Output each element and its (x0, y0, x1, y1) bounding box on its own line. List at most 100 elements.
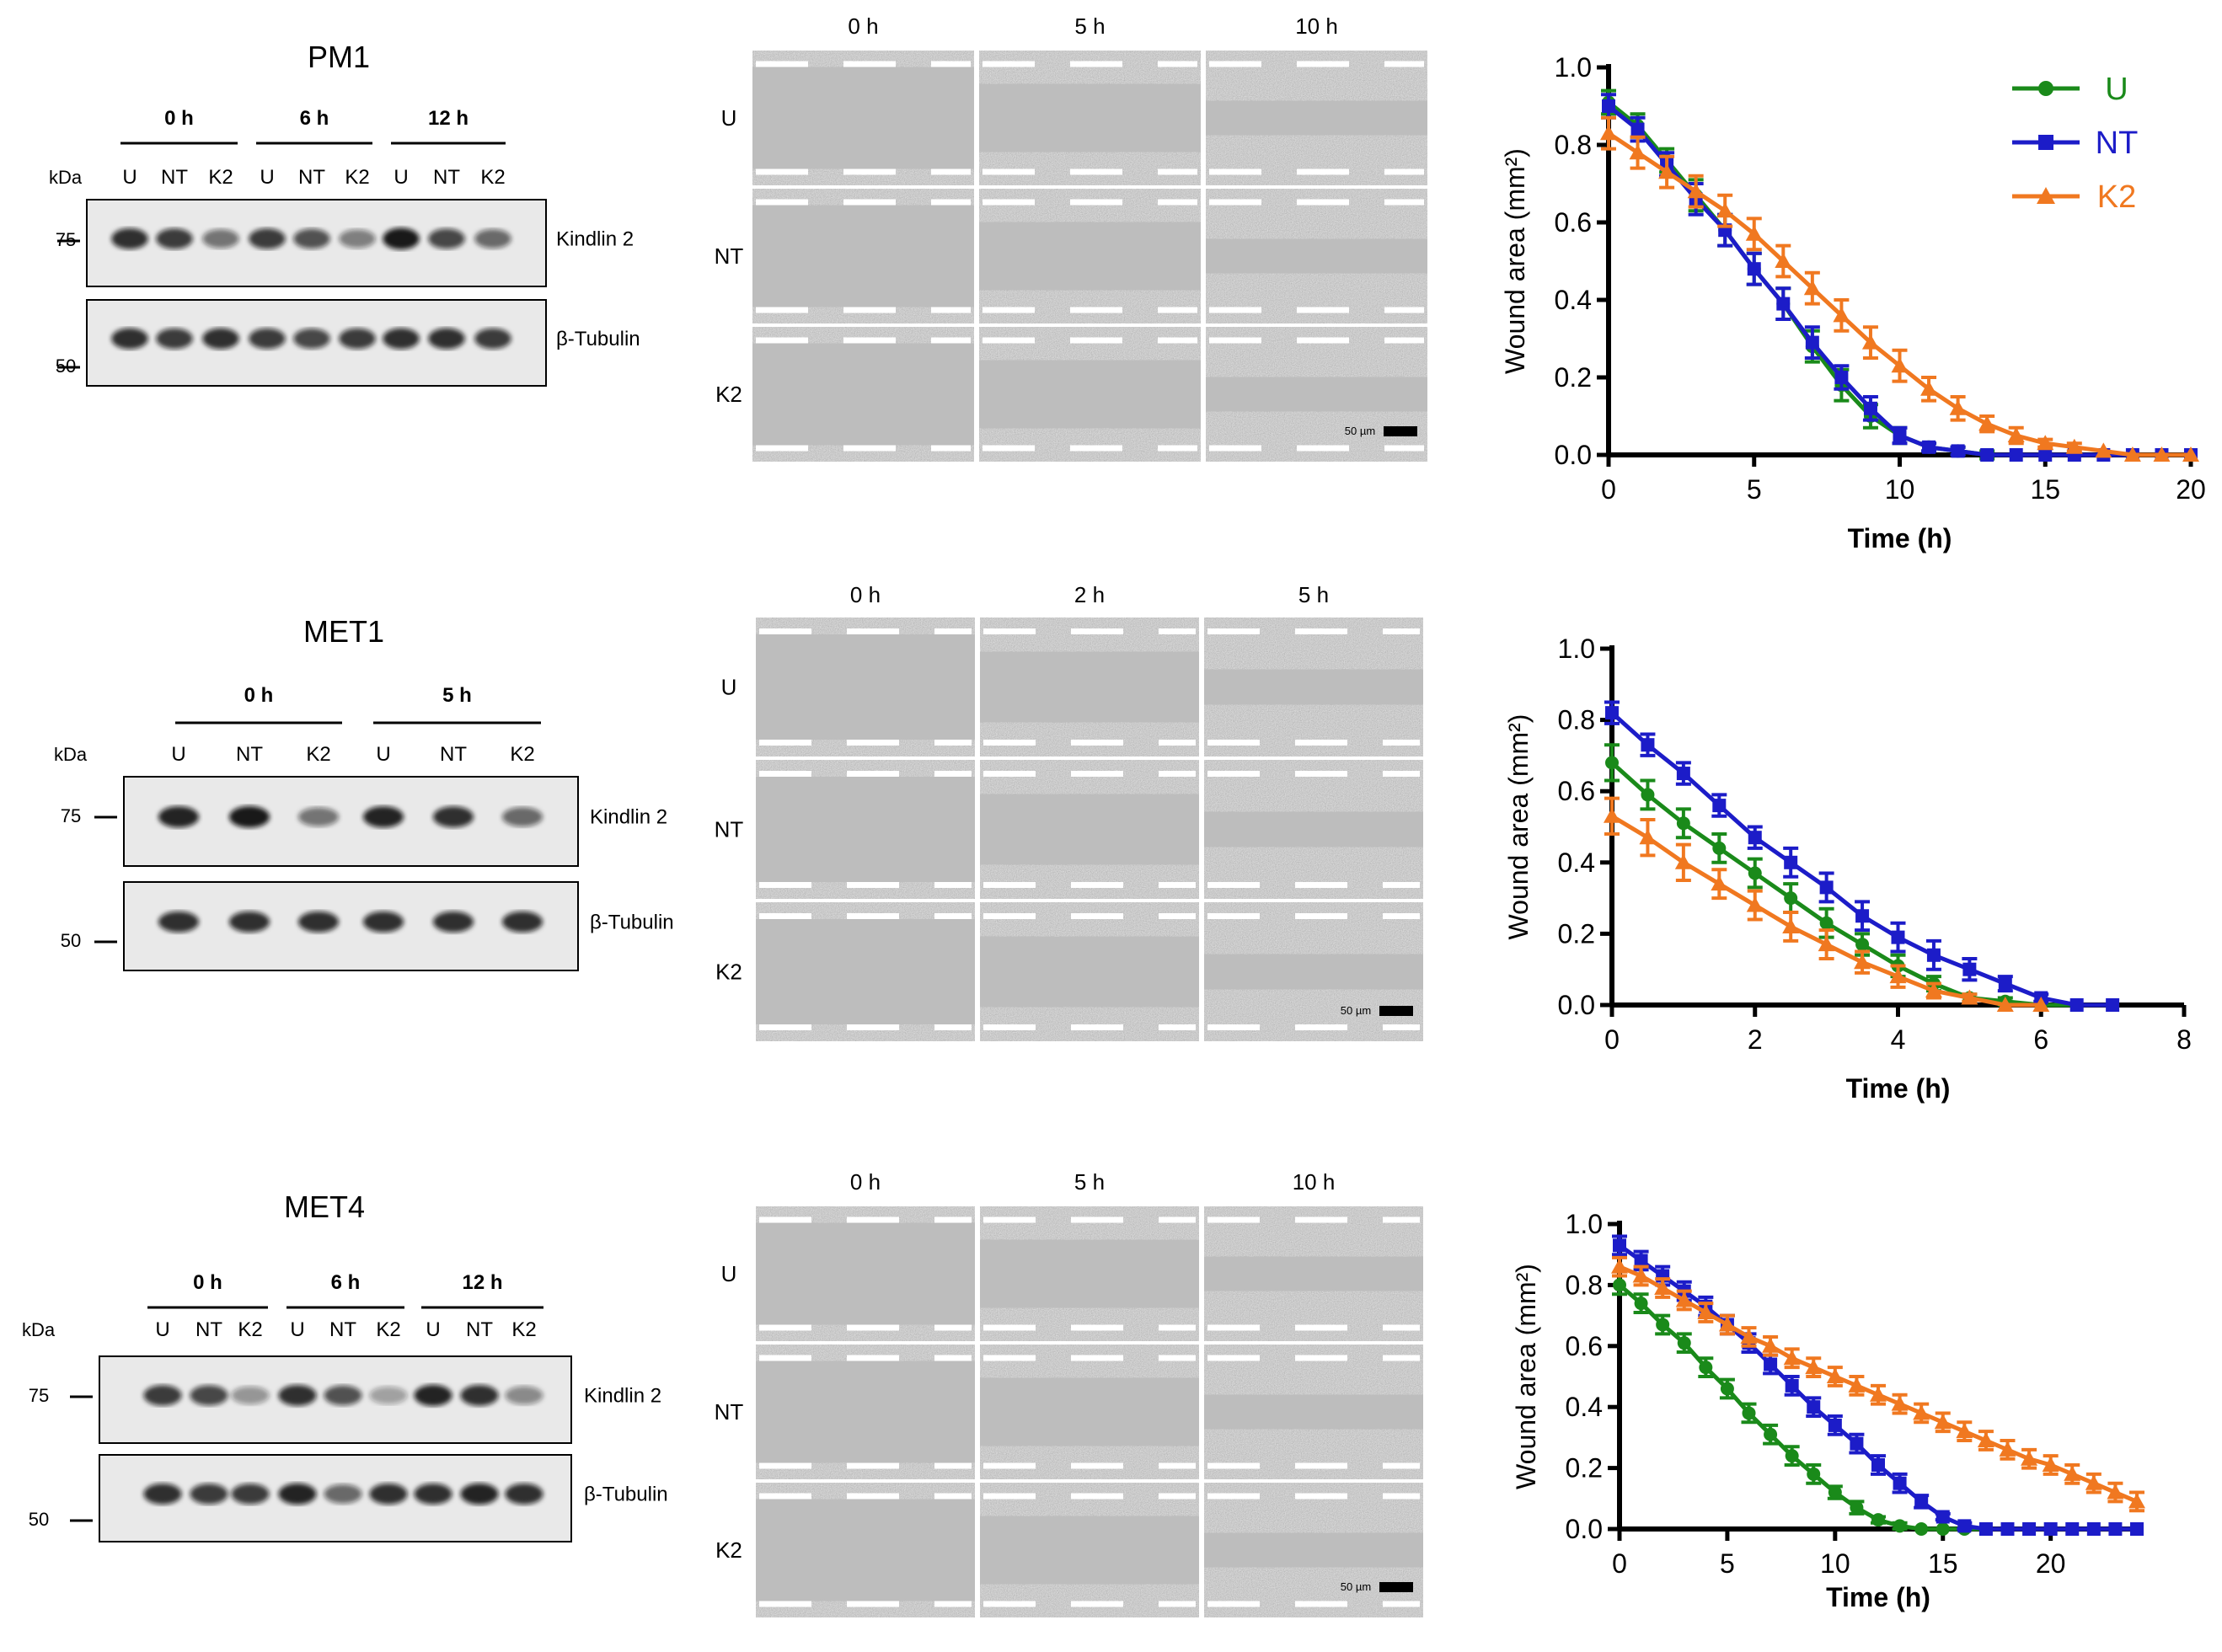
x-tick-label: 5 (1747, 474, 1762, 505)
data-point (1764, 1427, 1778, 1441)
x-tick-label: 2 (1748, 1024, 1763, 1055)
data-point (1629, 144, 1646, 160)
cell-monolayer-top (1204, 1483, 1423, 1533)
blot-band (278, 1384, 317, 1406)
micrograph-background (756, 1345, 975, 1479)
blot-membrane (123, 881, 579, 971)
blot-band (414, 1483, 452, 1505)
micrograph-background (756, 902, 975, 1041)
x-axis-title: Time (h) (1846, 1073, 1951, 1104)
data-point (1748, 866, 1762, 880)
lane-label: K2 (480, 166, 505, 189)
lane-label: U (426, 1318, 440, 1341)
mw-marker-75: 75 (61, 805, 81, 826)
lane-label: U (122, 166, 137, 189)
cell-monolayer-top (1204, 760, 1423, 812)
data-point (1826, 1368, 1844, 1383)
data-point (2065, 438, 2083, 454)
micrograph-image (752, 327, 974, 462)
data-point (1949, 399, 1967, 415)
blot-band (339, 328, 376, 350)
lane-label: K2 (306, 743, 330, 766)
data-point (1891, 357, 1909, 373)
micrograph-background (756, 617, 975, 756)
x-tick-label: 0 (1612, 1548, 1627, 1579)
kda-label: kDa (54, 744, 88, 765)
micrograph-background (752, 189, 974, 323)
micrograph-timepoint-label: 10 h (1293, 1169, 1336, 1195)
data-point (2069, 998, 2084, 1012)
blot-band (229, 911, 270, 933)
data-point (1630, 122, 1645, 136)
scratch-micrographs: 0 h 5 h 10 h U NT K2 50 µm (715, 13, 1427, 462)
micrograph-image: 50 µm (1206, 327, 1427, 462)
blot-band (190, 1484, 228, 1505)
series-nt (1604, 700, 2120, 1012)
cell-monolayer-bottom (1206, 273, 1427, 323)
micrograph-timepoint-label: 5 h (1074, 1169, 1105, 1195)
micrograph-row-label: U (721, 105, 737, 131)
blot-band (156, 328, 193, 350)
data-point (1674, 853, 1692, 869)
data-point (1855, 909, 1870, 923)
lane-label: NT (236, 743, 263, 766)
wound-area-chart: 0.0 0.2 0.4 0.6 0.8 1.0 0 2 4 6 8 Time (h) Wound are… (1503, 634, 2192, 1104)
series-u (1612, 1274, 2144, 1536)
data-point (1819, 880, 1834, 895)
data-point (1784, 855, 1798, 869)
cell-monolayer-bottom (1204, 847, 1423, 899)
blot-band (502, 807, 543, 827)
data-point (2153, 446, 2171, 462)
data-point (1871, 1457, 1885, 1472)
tubulin-blot: β-Tubulin (123, 881, 674, 971)
micrograph-image (756, 1345, 975, 1479)
x-tick-label: 8 (2176, 1024, 2192, 1055)
y-tick-label: 1.0 (1558, 634, 1595, 664)
lane-label: K2 (208, 166, 233, 189)
data-point (1891, 930, 1905, 944)
data-point (2123, 446, 2141, 462)
data-point (1891, 1395, 1909, 1411)
micrograph-image (980, 1345, 1199, 1479)
cell-monolayer-bottom (1204, 1567, 1423, 1617)
blot-band (158, 911, 199, 933)
micrograph-image (756, 1483, 975, 1617)
lane-label: NT (440, 743, 467, 766)
micrograph-row-label: K2 (715, 1537, 742, 1563)
micrograph-image (979, 51, 1201, 185)
data-point (1604, 807, 1620, 823)
x-tick-label: 20 (2176, 474, 2206, 505)
data-point (2022, 1522, 2037, 1536)
blot-band (369, 1386, 408, 1404)
cell-monolayer-bottom (980, 1446, 1199, 1479)
y-tick-label: 0.8 (1558, 705, 1595, 735)
cell-monolayer-top (1204, 1345, 1423, 1395)
lane-label: U (394, 166, 408, 189)
y-axis-title: Wound area (mm²) (1511, 1264, 1541, 1489)
x-tick-label: 15 (1928, 1548, 1958, 1579)
cell-monolayer-top (980, 1206, 1199, 1240)
data-point (1807, 1400, 1821, 1414)
mw-marker-50: 50 (29, 1509, 49, 1530)
lane-label: NT (161, 166, 188, 189)
data-point (1863, 401, 1877, 415)
micrograph-row-label: NT (715, 243, 744, 269)
cell-monolayer-top (1206, 51, 1427, 101)
data-point (1803, 280, 1821, 296)
cell-monolayer-top (1204, 617, 1423, 670)
y-tick-label: 0.8 (1566, 1270, 1603, 1300)
data-point (1819, 916, 1834, 930)
data-point (1828, 1418, 1842, 1432)
x-axis-title: Time (h) (1826, 1582, 1930, 1612)
cell-monolayer-bottom (979, 428, 1201, 462)
y-tick-label: 0.6 (1558, 776, 1595, 806)
data-point (1639, 829, 1657, 845)
data-point (1805, 1359, 1823, 1375)
micrograph-timepoint-label: 10 h (1295, 13, 1338, 39)
blot-band (339, 229, 376, 249)
data-point (1980, 448, 1994, 462)
blot-band (111, 328, 148, 350)
blot-timepoint-label: 0 h (244, 684, 274, 707)
